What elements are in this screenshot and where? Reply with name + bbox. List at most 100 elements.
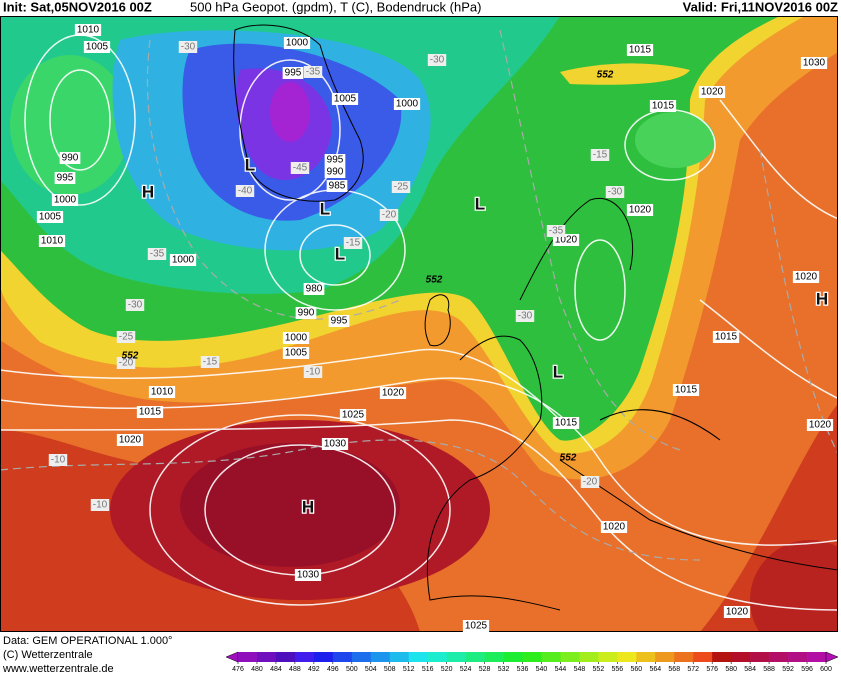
pressure-label-group: 1020 <box>806 419 834 431</box>
colorbar-segment <box>636 652 656 662</box>
temperature-label: -20 <box>119 358 134 369</box>
temperature-label: -25 <box>394 182 409 193</box>
temperature-label-group: -20 <box>116 357 136 369</box>
temperature-label-box <box>515 310 535 322</box>
pressure-label-box <box>51 194 79 206</box>
colorbar-tick-label: 540 <box>536 666 548 673</box>
colorbar-segment <box>351 652 372 662</box>
pressure-label: 1020 <box>119 435 142 446</box>
colorbar-tick-label: 480 <box>251 666 263 673</box>
pressure-label: 990 <box>62 153 79 164</box>
colorbar-end <box>825 651 839 663</box>
colorbar-segment <box>238 652 258 662</box>
pressure-label-group: 1005 <box>331 93 359 105</box>
temperature-label: -30 <box>430 55 445 66</box>
colorbar-segment <box>655 652 675 662</box>
pressure-label-box <box>462 620 490 632</box>
pressure-label-group: 1015 <box>672 384 700 396</box>
pressure-label-group: 1025 <box>462 620 490 632</box>
colorbar-segment <box>579 652 599 662</box>
pressure-label-group: 990 <box>295 307 317 319</box>
thickness-label: 552 <box>122 351 139 362</box>
temperature-label-group: -35 <box>303 66 323 78</box>
colorbar-tick-label: 528 <box>479 666 491 673</box>
colorbar-tick-label: 592 <box>782 666 794 673</box>
pressure-label-group: 1005 <box>282 347 310 359</box>
pressure-label: 1015 <box>652 101 675 112</box>
temperature-label: -35 <box>306 67 321 78</box>
pressure-label-box <box>712 331 740 343</box>
pressure-label: 985 <box>329 181 346 192</box>
pressure-label-box <box>672 384 700 396</box>
temperature-label: -10 <box>306 367 321 378</box>
pressure-center: L <box>335 244 345 263</box>
pressure-label-box <box>294 569 322 581</box>
colorbar-segment <box>389 652 410 662</box>
pressure-label: 1005 <box>86 42 109 53</box>
colorbar-tick-label: 588 <box>763 666 775 673</box>
pressure-label-box <box>282 332 310 344</box>
colorbar-segment <box>256 652 277 662</box>
colorbar-end <box>225 651 239 663</box>
pressure-label-box <box>321 438 349 450</box>
temperature-label-group: -20 <box>580 476 600 488</box>
pressure-label-box <box>54 172 76 184</box>
colorbar-tick-label: 536 <box>517 666 529 673</box>
temperature-label-box <box>427 54 447 66</box>
temperature-label-box <box>303 66 323 78</box>
colorbar-tick-label: 520 <box>441 666 453 673</box>
temperature-label-box <box>580 476 600 488</box>
temperature-label: -35 <box>150 249 165 260</box>
pressure-label: 1015 <box>629 45 652 56</box>
pressure-label-group: 985 <box>326 180 348 192</box>
pressure-label: 980 <box>306 284 323 295</box>
colorbar-segment <box>674 652 694 662</box>
temperature-label: -15 <box>593 150 608 161</box>
pressure-label-box <box>38 235 66 247</box>
pressure-label-group: 1015 <box>552 417 580 429</box>
pressure-label-box <box>282 67 304 79</box>
pressure-label-box <box>328 315 350 327</box>
pressure-center: H <box>142 182 154 201</box>
header-valid: Valid: Fri,11NOV2016 00Z <box>683 0 838 14</box>
pressure-label-group: 1005 <box>36 211 64 223</box>
colorbar-tick-label: 556 <box>612 666 624 673</box>
pressure-label-group: 1000 <box>283 37 311 49</box>
colorbar-segment <box>275 652 296 662</box>
pressure-label-box <box>792 271 820 283</box>
pressure-label-box <box>331 93 359 105</box>
pressure-label-box <box>295 307 317 319</box>
temperature-label: -30 <box>128 300 143 311</box>
colorbar-tick-label: 496 <box>327 666 339 673</box>
temperature-label: -40 <box>238 186 253 197</box>
temperature-label-box <box>590 149 610 161</box>
colorbar-tick-label: 580 <box>725 666 737 673</box>
colorbar-tick-label: 492 <box>308 666 320 673</box>
pressure-label: 1015 <box>675 385 698 396</box>
pressure-label-group: 1030 <box>800 57 828 69</box>
colorbar-tick-label: 572 <box>687 666 699 673</box>
pressure-label: 1020 <box>726 607 749 618</box>
footer-url: www.wetterzentrale.de <box>2 663 114 675</box>
colorbar-segment <box>484 652 504 662</box>
temperature-label-box <box>90 499 110 511</box>
pressure-label-box <box>169 254 197 266</box>
pressure-label: 1000 <box>396 99 419 110</box>
colorbar-segment <box>503 652 523 662</box>
temperature-label-box <box>116 331 136 343</box>
pressure-label: 1025 <box>342 410 365 421</box>
pressure-label: 1020 <box>603 522 626 533</box>
pressure-label-box <box>59 152 81 164</box>
header-title: 500 hPa Geopot. (gpdm), T (C), Bodendruc… <box>190 0 481 14</box>
temperature-label-group: -20 <box>379 209 399 221</box>
pressure-label: 1010 <box>77 25 100 36</box>
temperature-label: -15 <box>346 238 361 249</box>
pressure-center: L <box>475 194 485 213</box>
temperature-label-group: -40 <box>235 185 255 197</box>
pressure-label-group: 1020 <box>723 606 751 618</box>
temperature-label-group: -30 <box>605 186 625 198</box>
pressure-label-group: 1030 <box>321 438 349 450</box>
pressure-label-group: 1020 <box>116 434 144 446</box>
colorbar-segment <box>408 652 428 662</box>
